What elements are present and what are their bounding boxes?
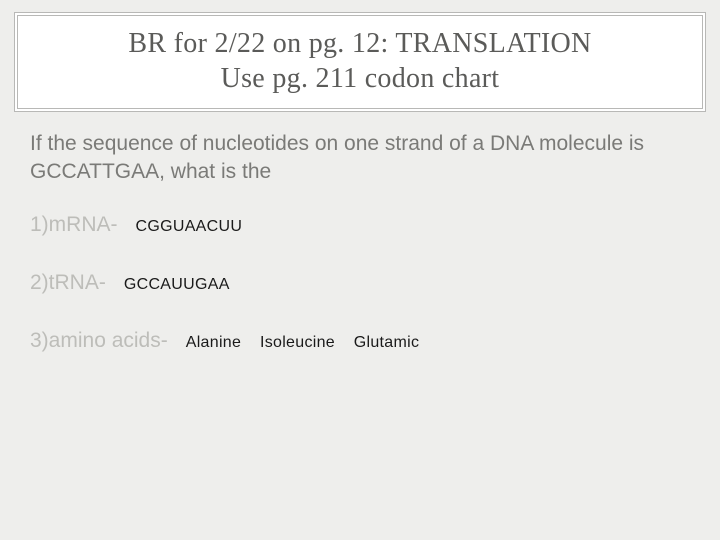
title-line-2: Use pg. 211 codon chart (38, 61, 682, 96)
list-item: 3)amino acids- Alanine Isoleucine Glutam… (30, 329, 690, 353)
content-area: If the sequence of nucleotides on one st… (0, 112, 720, 353)
item-answer-mrna: CGGUAACUU (136, 218, 243, 236)
item-label-trna: 2)tRNA- (30, 271, 106, 295)
title-box: BR for 2/22 on pg. 12: TRANSLATION Use p… (14, 12, 706, 112)
list-item: 2)tRNA- GCCAUUGAA (30, 271, 690, 295)
item-answer-trna: GCCAUUGAA (124, 276, 230, 294)
prompt-text: If the sequence of nucleotides on one st… (30, 130, 690, 187)
item-label-amino: 3)amino acids- (30, 329, 168, 353)
item-label-mrna: 1)mRNA- (30, 213, 118, 237)
title-line-1: BR for 2/22 on pg. 12: TRANSLATION (38, 26, 682, 61)
item-answer-amino: Alanine Isoleucine Glutamic (186, 334, 420, 352)
list-item: 1)mRNA- CGGUAACUU (30, 213, 690, 237)
